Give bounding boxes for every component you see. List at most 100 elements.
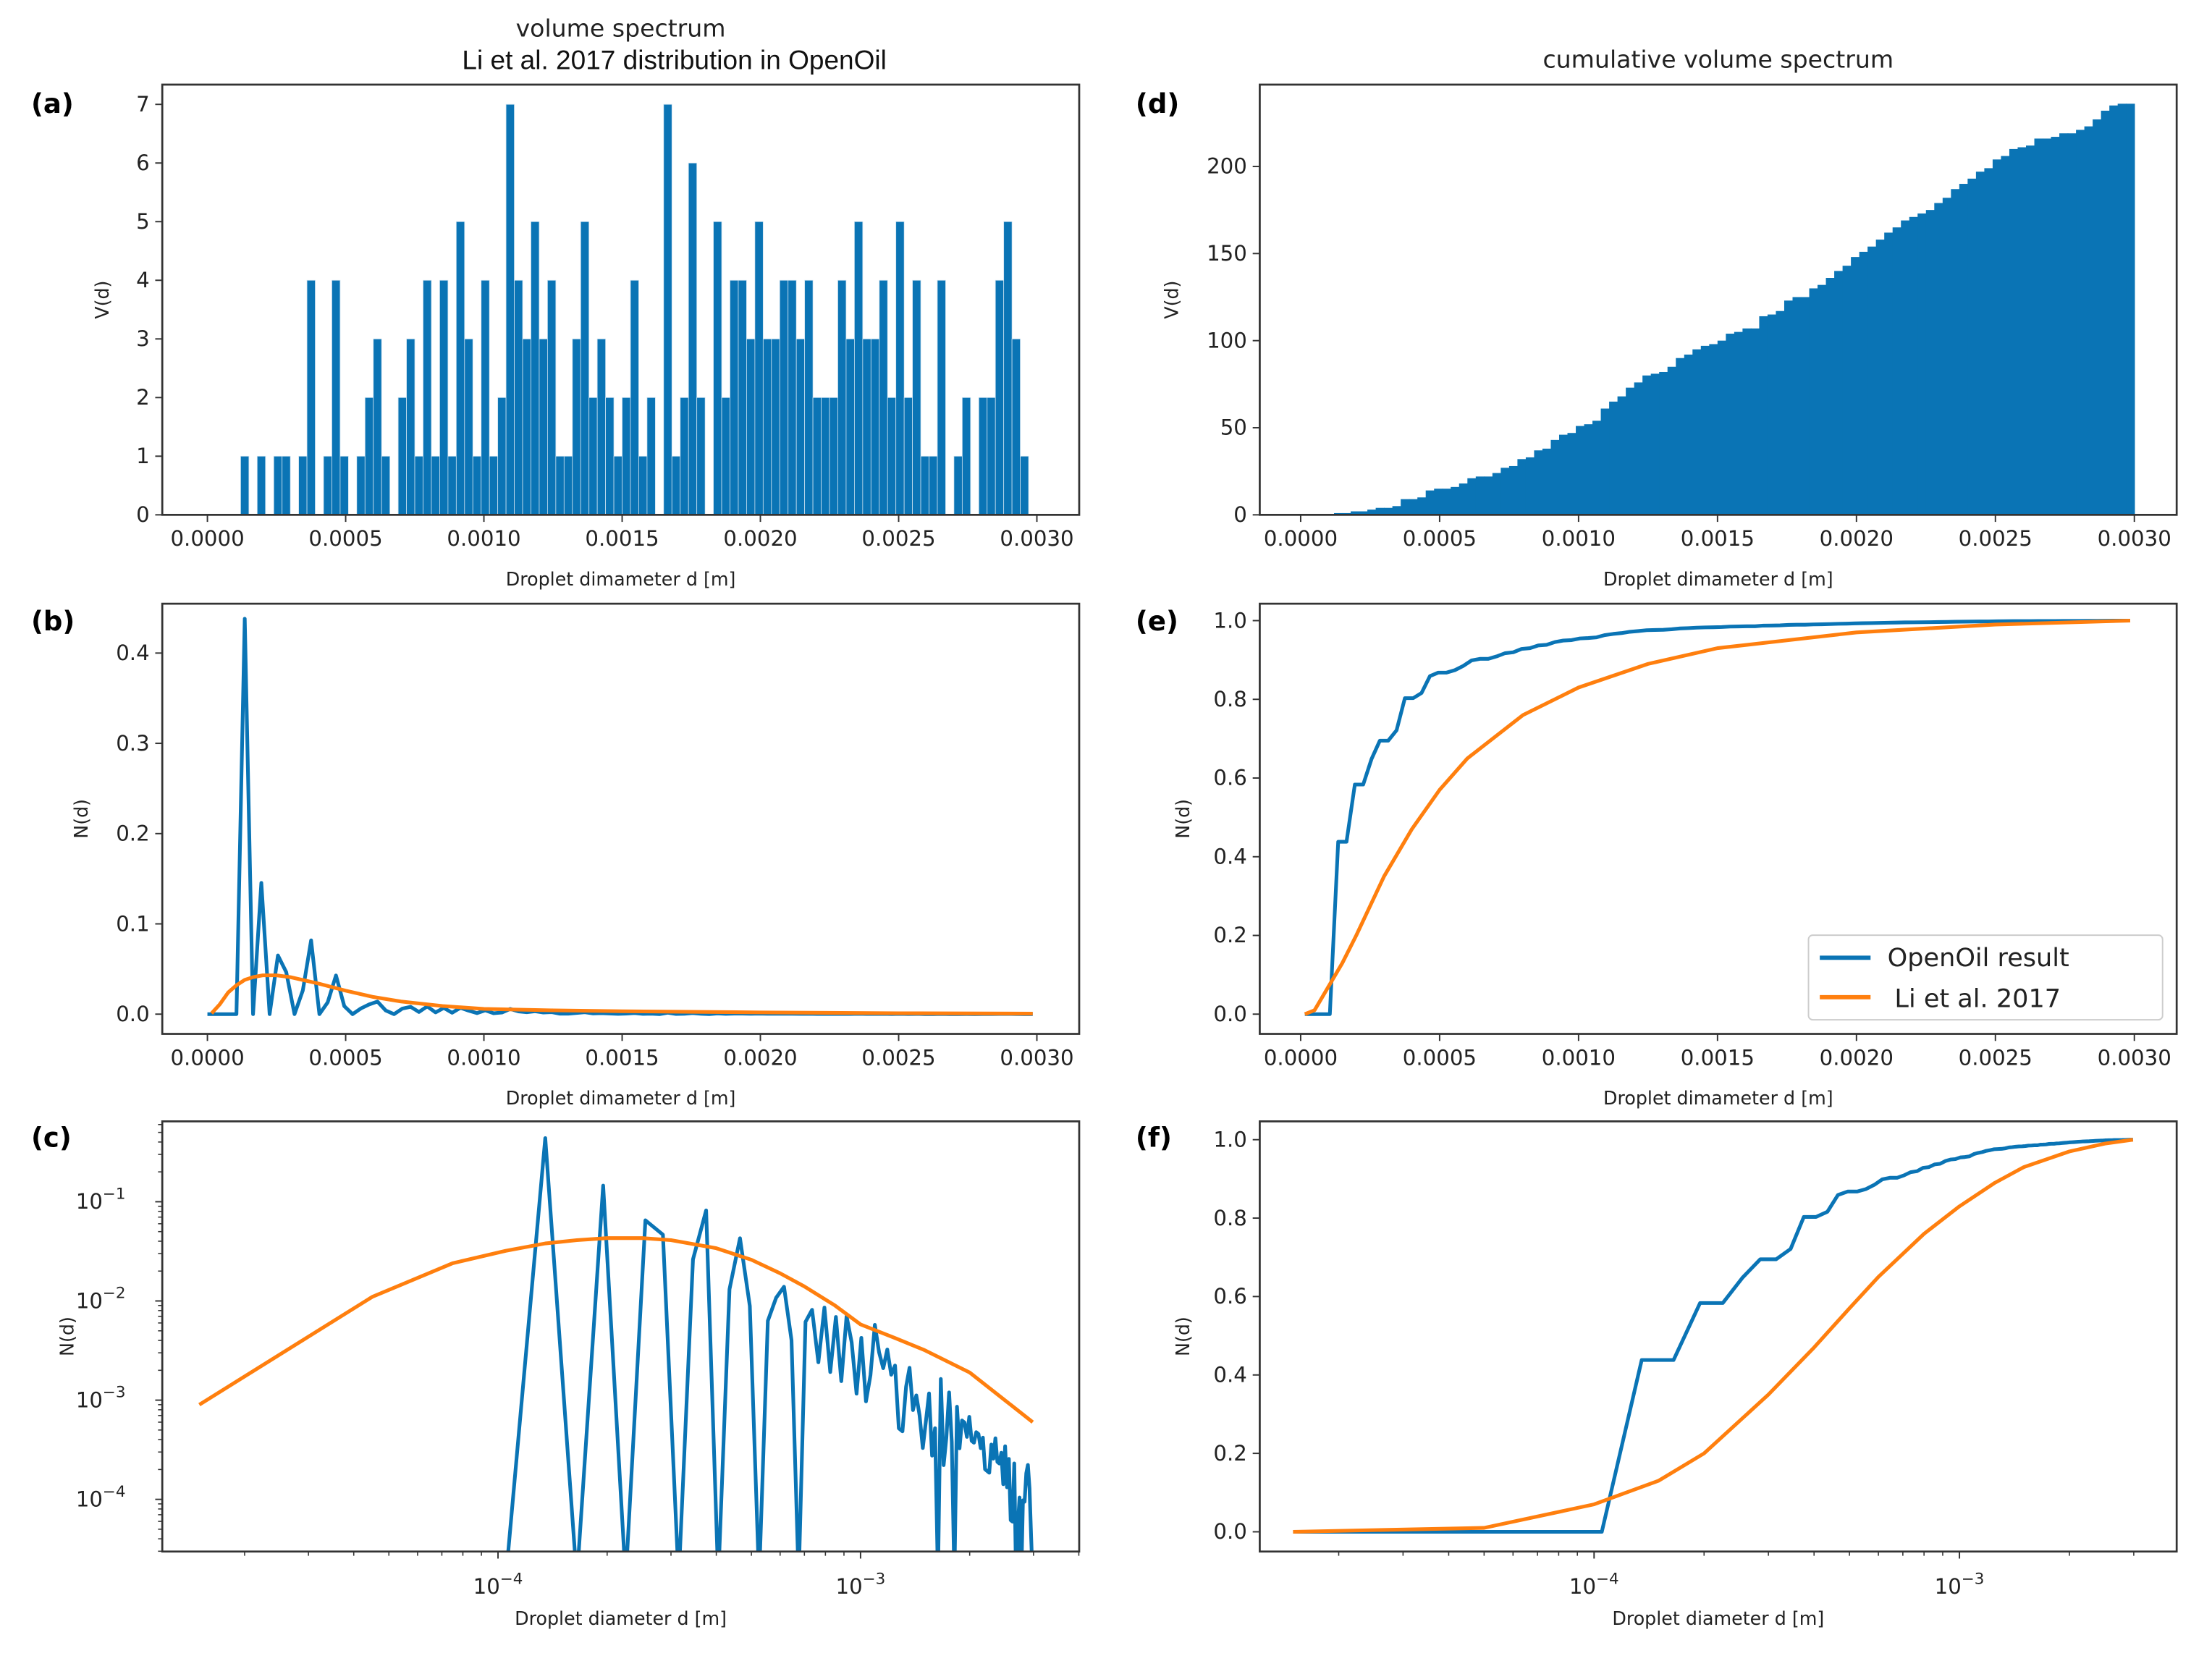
y-tick-label: 50 (1220, 415, 1247, 440)
axes-frame (161, 83, 1081, 516)
histogram-bar (995, 279, 1005, 515)
panel-b: 0.0000 0.0005 0.0010 0.0015 0.0020 0.0025 0.00… (31, 602, 1081, 1109)
histogram-bar (2059, 133, 2069, 515)
x-tick-label: 10−4 (473, 1571, 523, 1599)
histogram-bar (795, 338, 806, 515)
histogram-bar (987, 397, 996, 515)
histogram-bar (1783, 300, 1794, 515)
histogram-bar (1351, 511, 1360, 515)
x-tick-label: 0.0015 (585, 526, 659, 551)
x-tick-label: 10−4 (1569, 1571, 1619, 1599)
histogram-bar (1467, 478, 1477, 515)
axes-frame (161, 602, 1081, 1035)
y-tick-label: 0.3 (116, 731, 149, 756)
panel-e: 0.0000 0.0005 0.0010 0.0015 0.0020 0.0025 0.00… (1136, 602, 2178, 1109)
y-axis-label: N(d) (1172, 799, 1194, 839)
histogram-bar (1500, 468, 1510, 515)
histogram-bar (1484, 476, 1493, 515)
x-tick-label: 0.0010 (1542, 526, 1616, 551)
histogram-bar (1967, 178, 1977, 515)
y-axis-label: N(d) (70, 799, 92, 839)
histogram-bar (332, 279, 341, 515)
histogram-bar (1742, 328, 1752, 515)
x-tick-base: 10 (473, 1574, 500, 1599)
histogram-bar (563, 455, 573, 515)
histogram-bar (738, 279, 747, 515)
histogram-bar (1609, 401, 1618, 515)
y-axis-label: V(d) (91, 281, 113, 319)
x-tick-label: 0.0005 (308, 1045, 382, 1070)
plot-area (1304, 618, 2131, 1016)
y-tick-label: 10−2 (76, 1285, 126, 1314)
y-tick-base: 10 (76, 1288, 103, 1313)
histogram-bar (779, 279, 789, 515)
x-tick-label: 0.0025 (861, 1045, 935, 1070)
histogram-bar (1020, 455, 1029, 515)
histogram-bar (1951, 189, 1960, 515)
series-openoil-line (1293, 1138, 2134, 1534)
plot-area (198, 1136, 1034, 1552)
x-tick-label: 0.0015 (1681, 1045, 1755, 1070)
histogram-bar (1626, 387, 1635, 515)
histogram-bar (912, 279, 921, 515)
histogram-bar (788, 279, 797, 515)
histogram-bar (1525, 457, 1535, 515)
histogram-bar (1700, 345, 1710, 515)
y-tick-label: 0.0 (1213, 1002, 1246, 1026)
y-tick-label: 6 (136, 151, 150, 175)
y-tick-label: 10−3 (76, 1384, 126, 1413)
histogram-bar (713, 221, 722, 515)
histogram-bar (580, 221, 590, 515)
x-tick-label: 0.0005 (308, 526, 382, 551)
histogram-bar (1475, 476, 1485, 515)
x-tick-label: 10−3 (836, 1571, 886, 1599)
histogram-bar (572, 338, 581, 515)
y-tick-label: 2 (136, 385, 150, 410)
histogram-bar (812, 397, 822, 515)
histogram-bar (489, 455, 499, 515)
histogram-bar (1959, 184, 1969, 515)
legend-openoil-label: OpenOil result (1888, 943, 2069, 973)
histogram-bar (1434, 489, 1443, 515)
histogram-bar (1659, 371, 1668, 515)
histogram-bar (929, 455, 938, 515)
histogram-bar (2093, 119, 2102, 515)
histogram-bar (1409, 499, 1418, 515)
x-tick-label: 0.0020 (1820, 1045, 1894, 1070)
x-tick-label: 0.0000 (170, 1045, 244, 1070)
histogram-bar (1934, 203, 1943, 515)
histogram-bar (1600, 408, 1610, 515)
histogram-bar (481, 279, 490, 515)
x-tick-label: 0.0000 (1264, 1045, 1338, 1070)
histogram-bar (696, 397, 706, 515)
histogram-bar (555, 455, 565, 515)
histogram-bar (1726, 334, 1735, 515)
legend-frame (1807, 934, 2164, 1021)
histogram-bar (497, 397, 507, 515)
histogram-bar (646, 397, 656, 515)
panel-label-b: (b) (31, 606, 75, 637)
histogram-bar (364, 397, 374, 515)
histogram-bar (671, 455, 681, 515)
x-tick-label: 0.0025 (861, 526, 935, 551)
axes-frame (1259, 1120, 2178, 1553)
histogram-bar (464, 338, 473, 515)
histogram-bar (1584, 424, 1593, 515)
histogram-bar (1642, 375, 1652, 515)
histogram-bar (1367, 510, 1377, 515)
plot-area (1293, 1138, 2134, 1534)
x-tick-label: 0.0000 (1264, 526, 1338, 551)
histogram-bar (531, 221, 540, 515)
histogram-bar (1011, 338, 1021, 515)
histogram-bar (862, 338, 871, 515)
histogram-bar (821, 397, 830, 515)
y-axis-label: V(d) (1160, 281, 1182, 319)
histogram-bar (1401, 499, 1410, 515)
histogram-bar (1634, 382, 1643, 515)
histogram-bar (1667, 366, 1677, 515)
x-tick-label: 0.0000 (170, 526, 244, 551)
histogram-bar (1592, 420, 1602, 515)
histogram-bar (937, 279, 946, 515)
panel-label-f: (f) (1136, 1122, 1172, 1153)
y-tick-base: 10 (76, 1189, 103, 1214)
